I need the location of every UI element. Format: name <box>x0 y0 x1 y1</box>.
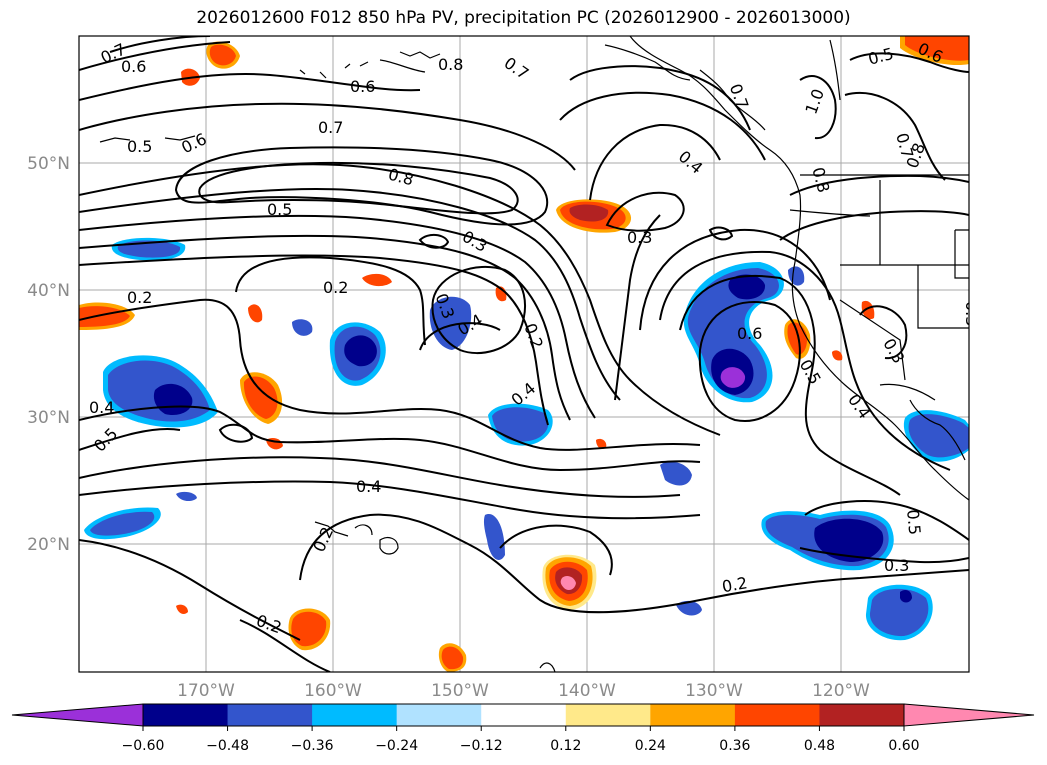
precip-blob <box>908 414 969 458</box>
colorbar-segment <box>227 704 313 726</box>
contour-label: 0.3 <box>962 301 981 326</box>
precip-blob <box>832 350 843 361</box>
precip-blob <box>483 514 505 560</box>
precip-blob <box>569 204 609 222</box>
map-frame <box>78 35 970 673</box>
contour-label: 0.5 <box>127 137 152 156</box>
colorbar-tick-label: 0.48 <box>804 738 835 754</box>
precip-blob <box>248 304 263 323</box>
contour-label: 0.2 <box>323 278 348 297</box>
contour-label: 0.6 <box>737 324 762 343</box>
lat-label: 50°N <box>27 154 70 174</box>
precip-fill <box>79 36 969 672</box>
precip-blob <box>362 273 392 287</box>
precip-blob <box>344 335 377 367</box>
precip-blob <box>869 588 929 637</box>
precip-blob <box>814 518 884 562</box>
precip-blob <box>492 407 549 442</box>
colorbar: −0.60 −0.48 −0.36 −0.24 −0.12 0.12 0.24 0.36 0.4… <box>11 703 1035 754</box>
contour-label: 0.5 <box>903 509 924 536</box>
precip-blob <box>441 646 464 670</box>
colorbar-tick-label: 0.12 <box>550 738 581 754</box>
precip-blob <box>676 600 702 616</box>
precip-blob <box>905 36 969 61</box>
colorbar-segment <box>650 704 736 726</box>
colorbar-tick-label: −0.36 <box>291 738 334 754</box>
contour-label: 0.4 <box>356 477 381 496</box>
precip-blob <box>720 367 746 388</box>
lon-label: 130°W <box>685 681 743 701</box>
map-background <box>79 36 969 672</box>
precip-blob <box>90 511 155 536</box>
lon-label: 150°W <box>431 681 489 701</box>
precip-blob <box>900 590 912 603</box>
contour-label: 0.6 <box>350 77 375 96</box>
precip-blob <box>861 300 875 320</box>
pv-contours <box>79 36 969 672</box>
colorbar-segment <box>565 704 651 726</box>
coastlines <box>99 36 969 672</box>
contour-label: 0.3 <box>627 228 652 247</box>
contour-label: 0.8 <box>438 55 463 74</box>
map-title: 2026012600 F012 850 hPa PV, precipitatio… <box>196 8 851 28</box>
colorbar-extend-high <box>903 703 1035 727</box>
colorbar-segment <box>819 704 905 726</box>
contour-label: 0.4 <box>89 398 114 417</box>
colorbar-tick-label: 0.60 <box>888 738 919 754</box>
precip-blob <box>243 376 278 419</box>
colorbar-tick-label: −0.48 <box>206 738 249 754</box>
contour-label: 0.2 <box>127 288 152 307</box>
precip-blob <box>596 438 607 449</box>
precip-blob <box>292 319 313 336</box>
colorbar-frame <box>142 703 905 727</box>
precip-blob <box>209 44 236 66</box>
colorbar-segment <box>734 704 820 726</box>
colorbar-segment <box>312 704 398 726</box>
colorbar-extend-low <box>11 703 144 727</box>
contour-label: 0.3 <box>884 556 909 575</box>
lon-label: 170°W <box>177 681 235 701</box>
colorbar-tick-label: −0.60 <box>122 738 165 754</box>
precip-blob <box>176 491 197 502</box>
contour-label: 0.5 <box>267 200 292 219</box>
contour-label: 0.6 <box>121 57 146 76</box>
colorbar-segment <box>143 704 229 726</box>
colorbar-tick-label: 0.24 <box>635 738 666 754</box>
precip-blob <box>176 604 188 614</box>
colorbar-tick-label: 0.36 <box>719 738 750 754</box>
contour-label: 0.7 <box>318 118 343 137</box>
precip-blob <box>291 611 327 647</box>
lon-label: 140°W <box>558 681 616 701</box>
colorbar-segment <box>481 704 567 726</box>
lat-label: 20°N <box>27 535 70 555</box>
lon-labels: 170°W 160°W 150°W 140°W 130°W 120°W <box>177 681 870 701</box>
precip-blob <box>560 575 576 591</box>
precip-blob <box>429 296 472 350</box>
lat-labels: 50°N 40°N 30°N 20°N <box>27 154 70 555</box>
lat-label: 40°N <box>27 281 70 301</box>
colorbar-tick-label: −0.24 <box>375 738 418 754</box>
contour-label: 0.2 <box>720 573 748 596</box>
precip-blob <box>687 268 779 399</box>
colorbar-segment <box>396 704 482 726</box>
lon-label: 160°W <box>304 681 362 701</box>
lon-label: 120°W <box>812 681 870 701</box>
precip-blob <box>660 461 692 486</box>
lat-label: 30°N <box>27 408 70 428</box>
precip-blob <box>728 274 766 300</box>
colorbar-tick-label: −0.12 <box>460 738 503 754</box>
